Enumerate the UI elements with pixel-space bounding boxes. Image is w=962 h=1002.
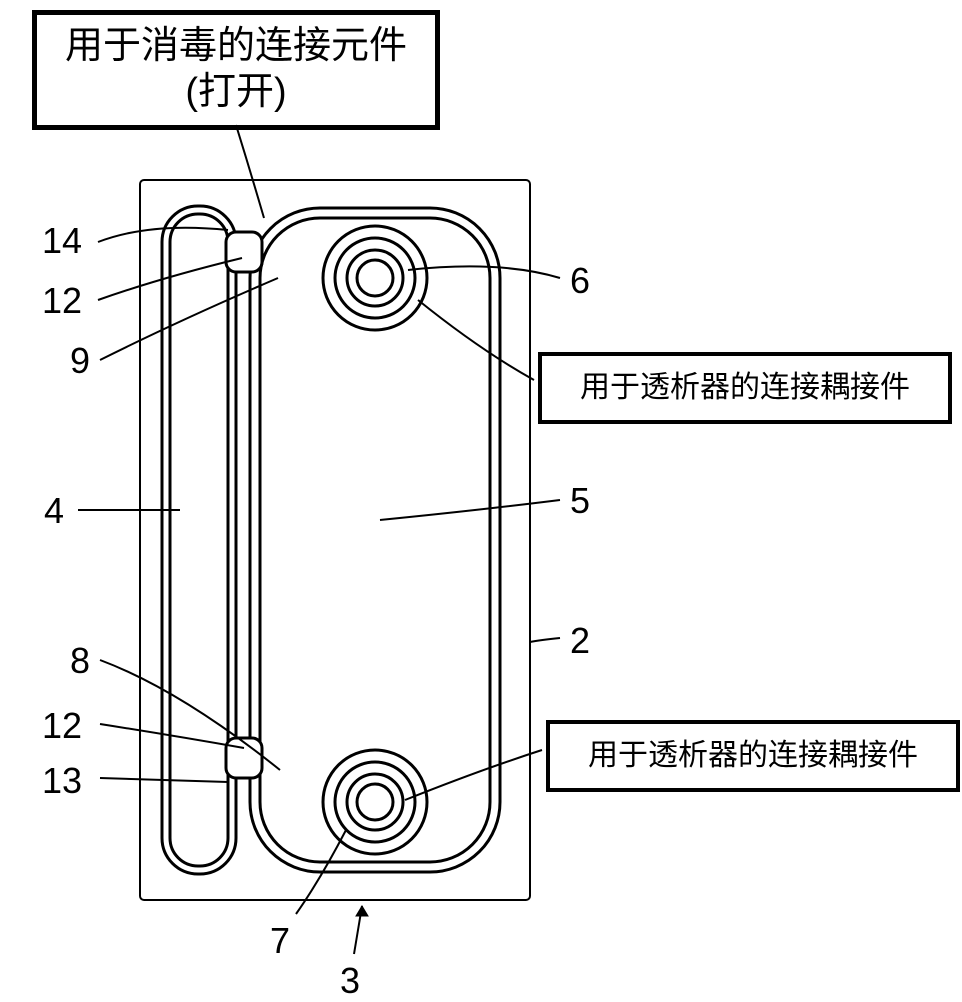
diagram-figure (0, 0, 962, 1000)
